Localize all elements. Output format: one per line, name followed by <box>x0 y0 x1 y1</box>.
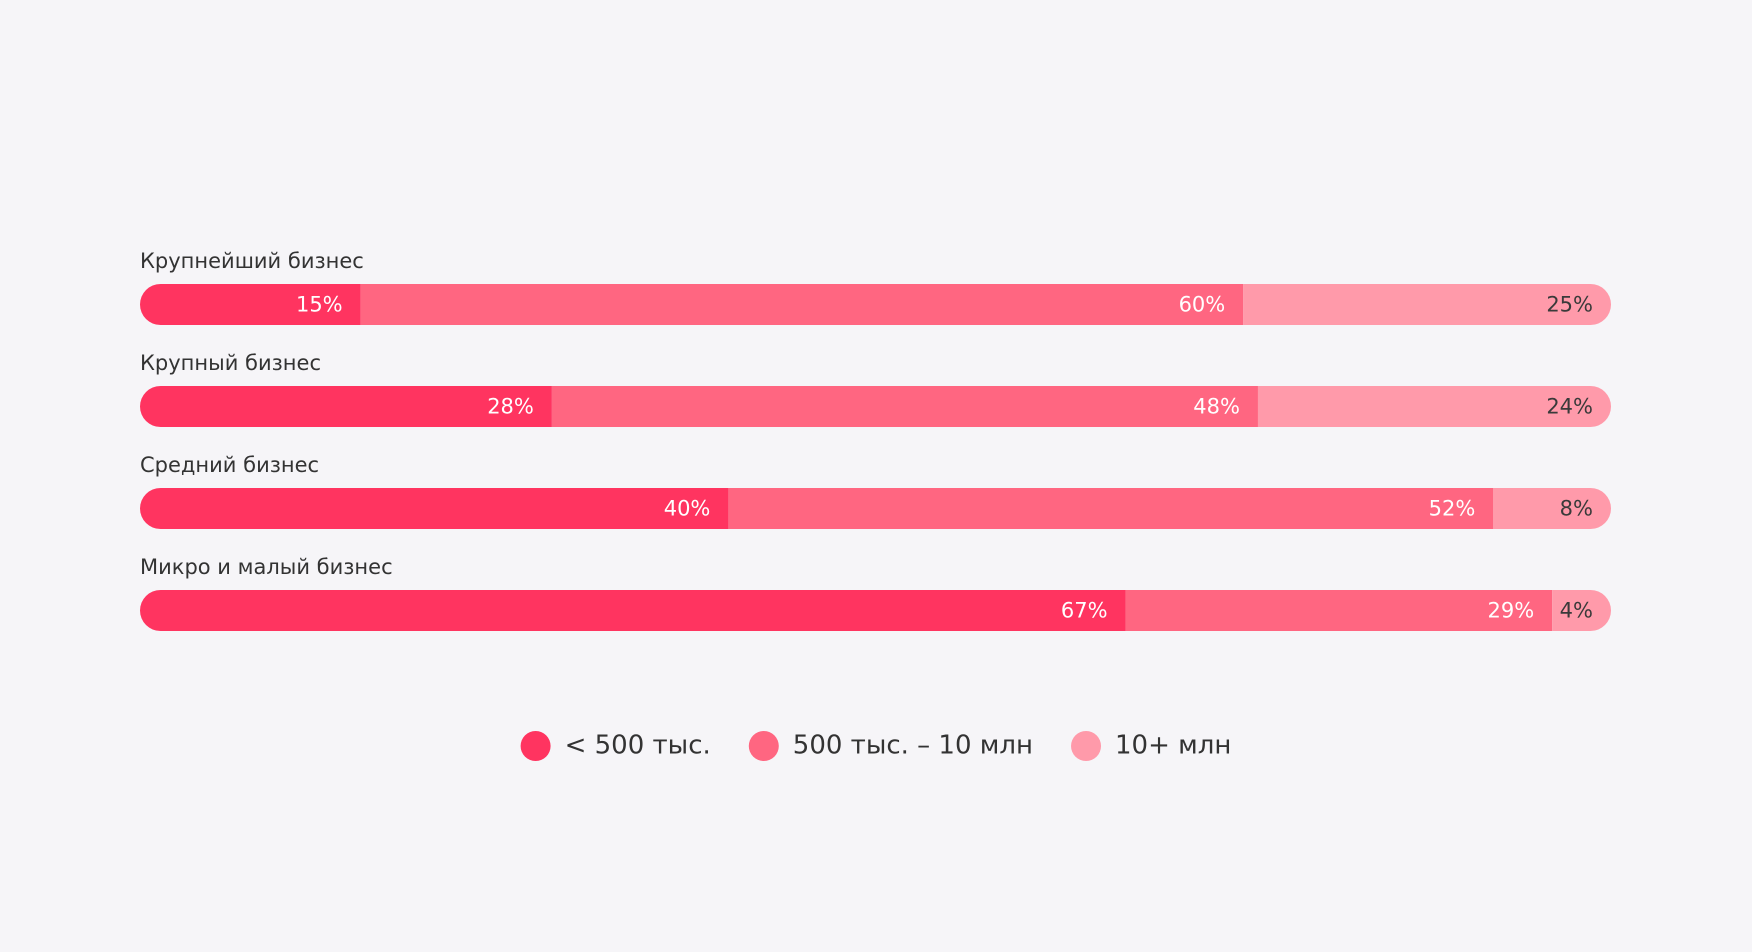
bar-segment <box>1493 488 1611 529</box>
bar-segment <box>1125 590 1553 631</box>
legend-label: 10+ млн <box>1115 731 1231 761</box>
value-label: 67% <box>1061 599 1108 623</box>
value-label: 25% <box>1546 293 1593 317</box>
bar-segment <box>728 488 1494 529</box>
value-label: 48% <box>1193 395 1240 419</box>
bar-segment <box>140 386 552 427</box>
value-label: 4% <box>1560 599 1593 623</box>
bar-segment <box>551 386 1258 427</box>
bar-row <box>140 590 1611 631</box>
legend-item: < 500 тыс. <box>520 731 711 761</box>
value-label: 29% <box>1487 599 1534 623</box>
bar-segment <box>140 590 1126 631</box>
legend-marker <box>1071 731 1102 761</box>
legend-label: 500 тыс. – 10 млн <box>793 731 1033 761</box>
bar-row <box>140 488 1611 529</box>
value-label: 8% <box>1560 497 1593 521</box>
value-label: 60% <box>1179 293 1226 317</box>
legend-marker <box>748 731 779 761</box>
category-label: Крупный бизнес <box>140 351 321 375</box>
value-label: 40% <box>664 497 711 521</box>
bar-segment <box>140 488 729 529</box>
bar-segment <box>360 284 1244 325</box>
bar-segment <box>1552 590 1611 631</box>
value-label: 15% <box>296 293 343 317</box>
bar-row <box>140 386 1611 427</box>
value-label: 28% <box>487 395 534 419</box>
bar-segment <box>1243 284 1611 325</box>
category-label: Средний бизнес <box>140 453 319 477</box>
category-label: Крупнейший бизнес <box>140 249 364 273</box>
legend-item: 10+ млн <box>1071 731 1231 761</box>
value-label: 24% <box>1546 395 1593 419</box>
bar-segment <box>140 284 361 325</box>
category-label: Микро и малый бизнес <box>140 555 393 579</box>
legend-marker <box>520 731 551 761</box>
legend-label: < 500 тыс. <box>565 731 711 761</box>
legend-item: 500 тыс. – 10 млн <box>748 731 1033 761</box>
bar-row <box>140 284 1611 325</box>
value-label: 52% <box>1429 497 1476 521</box>
bar-segment <box>1257 386 1611 427</box>
